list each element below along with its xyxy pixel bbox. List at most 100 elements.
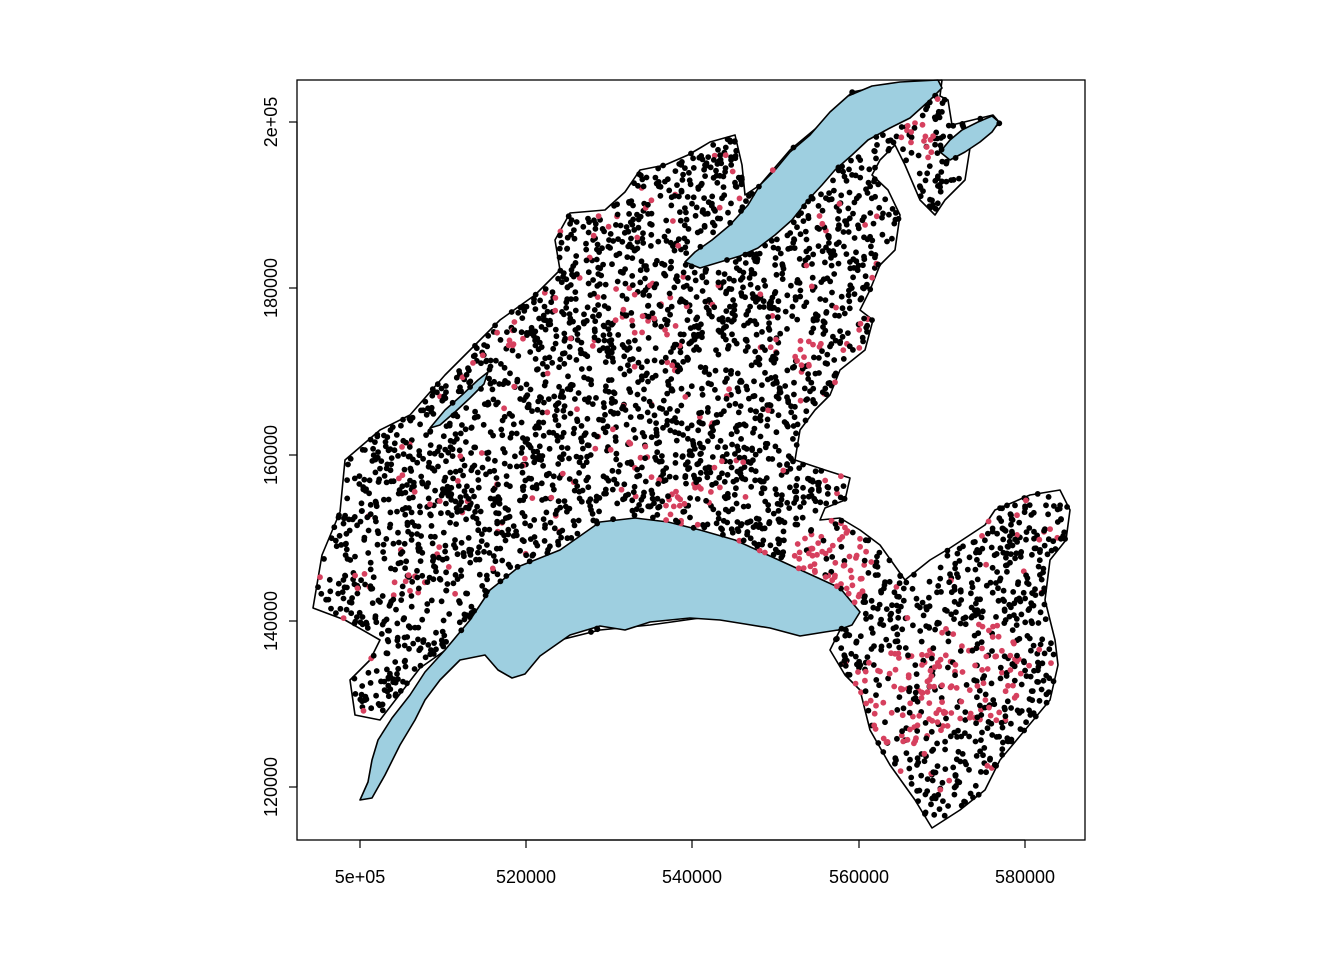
- occurrence-point: [400, 678, 406, 685]
- occurrence-point: [816, 479, 822, 486]
- occurrence-point: [380, 541, 387, 548]
- occurrence-point: [545, 396, 552, 402]
- occurrence-point: [934, 200, 941, 207]
- occurrence-point: [529, 552, 536, 559]
- occurrence-point: [687, 448, 694, 455]
- occurrence-point: [803, 262, 810, 269]
- occurrence-point: [532, 356, 539, 362]
- occurrence-point: [873, 677, 880, 683]
- occurrence-point: [377, 465, 383, 472]
- occurrence-point: [847, 259, 853, 265]
- occurrence-point: [796, 256, 803, 262]
- occurrence-point: [835, 225, 842, 232]
- occurrence-point: [853, 638, 860, 645]
- occurrence-point: [600, 400, 607, 406]
- occurrence-point: [816, 343, 823, 350]
- occurrence-point: [452, 431, 459, 437]
- occurrence-point: [635, 346, 642, 352]
- occurrence-point: [840, 347, 847, 353]
- occurrence-point: [378, 631, 385, 637]
- occurrence-point: [823, 500, 830, 507]
- occurrence-point: [585, 280, 592, 287]
- occurrence-point: [912, 120, 918, 126]
- occurrence-point: [645, 313, 652, 320]
- occurrence-point: [1042, 616, 1049, 623]
- occurrence-point: [692, 277, 699, 284]
- occurrence-point: [493, 545, 500, 552]
- occurrence-point: [613, 222, 619, 228]
- occurrence-point: [390, 592, 397, 599]
- occurrence-point: [564, 246, 570, 252]
- occurrence-point: [722, 495, 729, 502]
- occurrence-point: [872, 563, 879, 569]
- occurrence-point: [636, 502, 642, 508]
- occurrence-point: [836, 200, 843, 207]
- occurrence-point: [923, 735, 930, 742]
- occurrence-point: [765, 507, 772, 514]
- occurrence-point: [966, 714, 973, 721]
- occurrence-point: [555, 400, 562, 406]
- occurrence-point: [678, 402, 685, 409]
- occurrence-point: [685, 435, 691, 442]
- occurrence-point: [664, 390, 671, 397]
- occurrence-point: [705, 438, 711, 444]
- occurrence-point: [776, 462, 783, 468]
- occurrence-point: [667, 406, 673, 412]
- occurrence-point: [558, 279, 565, 286]
- occurrence-point: [346, 527, 353, 534]
- occurrence-point: [356, 609, 363, 616]
- occurrence-point: [655, 480, 662, 487]
- occurrence-point: [460, 472, 466, 479]
- occurrence-point: [995, 633, 1002, 640]
- occurrence-point: [966, 554, 973, 561]
- occurrence-point: [863, 548, 869, 555]
- occurrence-point: [936, 806, 943, 812]
- occurrence-point: [756, 522, 763, 529]
- occurrence-point: [838, 473, 844, 480]
- occurrence-point: [1028, 600, 1035, 606]
- occurrence-point: [615, 468, 622, 475]
- occurrence-point: [438, 385, 445, 392]
- occurrence-point: [1010, 589, 1017, 595]
- occurrence-point: [874, 605, 881, 612]
- occurrence-point: [468, 487, 475, 494]
- occurrence-point: [882, 719, 888, 726]
- occurrence-point: [576, 470, 582, 476]
- occurrence-point: [396, 475, 402, 482]
- occurrence-point: [509, 413, 515, 419]
- occurrence-point: [900, 146, 906, 153]
- occurrence-point: [419, 480, 426, 487]
- occurrence-point: [501, 405, 507, 412]
- occurrence-point: [897, 572, 904, 579]
- occurrence-point: [344, 477, 350, 483]
- occurrence-point: [625, 339, 632, 345]
- occurrence-point: [908, 139, 914, 146]
- occurrence-point: [694, 461, 701, 468]
- occurrence-point: [731, 337, 738, 344]
- occurrence-point: [888, 650, 894, 657]
- occurrence-point: [639, 235, 646, 242]
- occurrence-point: [793, 482, 800, 489]
- occurrence-point: [689, 200, 695, 207]
- occurrence-point: [527, 536, 534, 542]
- occurrence-point: [1000, 549, 1007, 556]
- occurrence-point: [686, 465, 693, 471]
- occurrence-point: [507, 483, 513, 490]
- occurrence-point: [774, 314, 781, 321]
- occurrence-point: [366, 477, 373, 484]
- occurrence-point: [611, 476, 617, 483]
- occurrence-point: [765, 325, 772, 332]
- occurrence-point: [661, 233, 668, 240]
- occurrence-point: [678, 385, 685, 392]
- occurrence-point: [650, 514, 656, 521]
- occurrence-point: [912, 662, 919, 668]
- occurrence-point: [408, 531, 415, 538]
- occurrence-point: [865, 570, 872, 576]
- occurrence-point: [856, 326, 863, 333]
- occurrence-point: [966, 766, 972, 773]
- occurrence-point: [702, 173, 708, 180]
- occurrence-point: [514, 378, 521, 385]
- occurrence-point: [795, 565, 802, 572]
- occurrence-point: [607, 245, 613, 251]
- occurrence-point: [359, 508, 365, 514]
